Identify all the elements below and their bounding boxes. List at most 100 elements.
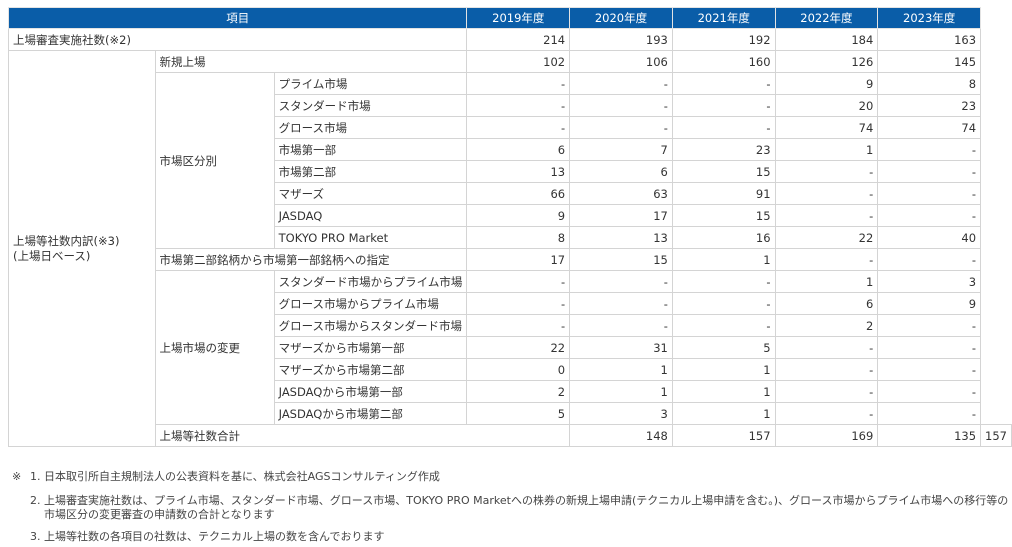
cell-value: 1	[569, 380, 673, 403]
cell-value: 31	[569, 336, 673, 359]
header-year: 2022年度	[774, 7, 879, 29]
cell-value: 160	[671, 50, 776, 73]
cell-value: 192	[671, 28, 776, 51]
cell-value: -	[877, 182, 982, 205]
cell-value: 66	[466, 182, 571, 205]
row-label: マザーズから市場第二部	[273, 358, 468, 381]
table-row: マザーズ 66 63 91 - -	[9, 182, 1012, 205]
cell-value: 16	[671, 226, 776, 249]
cell-value: -	[569, 270, 673, 293]
cell-value: -	[466, 116, 571, 139]
cell-value: 74	[877, 116, 982, 139]
market-change-label: 上場市場の変更	[154, 270, 275, 425]
cell-value: 7	[569, 138, 673, 161]
row-label: スタンダード市場	[273, 94, 468, 117]
cell-value: 9	[877, 292, 982, 315]
cell-value: 9	[466, 204, 571, 227]
cell-value: 9	[774, 72, 879, 95]
row-label: グロース市場	[273, 116, 468, 139]
header-year: 2021年度	[671, 7, 776, 29]
cell-value: 1	[569, 358, 673, 381]
cell-value: -	[671, 116, 776, 139]
cell-value: -	[569, 292, 673, 315]
cell-value: 3	[569, 402, 673, 425]
cell-value: 40	[877, 226, 982, 249]
cell-value: 214	[466, 28, 571, 51]
row-label: 市場第二部	[273, 160, 468, 183]
cell-value: 6	[569, 160, 673, 183]
cell-value: -	[774, 182, 879, 205]
cell-value: -	[466, 292, 571, 315]
note-number: 1.	[30, 470, 41, 483]
cell-value: -	[877, 380, 982, 403]
row-label: JASDAQから市場第一部	[273, 380, 468, 403]
note-text: 上場審査実施社数は、プライム市場、スタンダード市場、グロース市場、TOKYO P…	[44, 494, 1009, 507]
table-row: 市場区分別 プライム市場 - - - 9 8	[9, 72, 1012, 249]
cell-value: 148	[569, 424, 673, 447]
cell-value: 106	[569, 50, 673, 73]
cell-value: 163	[877, 28, 982, 51]
cell-value: 1	[774, 270, 879, 293]
cell-value: -	[671, 292, 776, 315]
header-year: 2019年度	[466, 7, 571, 29]
cell-value: -	[569, 72, 673, 95]
cell-value: 15	[671, 160, 776, 183]
cell-value: -	[774, 358, 879, 381]
row-label: グロース市場からスタンダード市場	[273, 314, 468, 337]
row-label: プライム市場	[273, 72, 468, 95]
cell-value: -	[774, 248, 879, 271]
cell-value: 15	[569, 248, 673, 271]
row-label: マザーズから市場第一部	[273, 336, 468, 359]
row-label: マザーズ	[273, 182, 468, 205]
header-year: 2020年度	[569, 7, 673, 29]
cell-value: 184	[774, 28, 879, 51]
cell-value: 1	[774, 138, 879, 161]
table-row: グロース市場からプライム市場 - - - 6 9	[9, 292, 1012, 315]
cell-value: 102	[466, 50, 571, 73]
cell-value: 22	[466, 336, 571, 359]
cell-value: 13	[569, 226, 673, 249]
cell-value: 17	[569, 204, 673, 227]
cell-value: -	[671, 270, 776, 293]
cell-value: -	[569, 314, 673, 337]
table-row: 市場第二部銘柄から市場第一部銘柄への指定 17 15 1 - -	[9, 248, 1012, 271]
cell-value: -	[774, 336, 879, 359]
row-label: JASDAQ	[273, 204, 468, 227]
cell-value: -	[774, 160, 879, 183]
cell-value: 6	[774, 292, 879, 315]
cell-value: -	[774, 402, 879, 425]
table-row: TOKYO PRO Market 8 13 16 22 40	[9, 226, 1012, 249]
note-mark: ※	[12, 470, 22, 483]
note-text: 上場等社数の各項目の社数は、テクニカル上場の数を含んでおります	[44, 530, 385, 543]
cell-value: 1	[671, 358, 776, 381]
cell-value: -	[774, 204, 879, 227]
cell-value: 135	[877, 424, 982, 447]
cell-value: 157	[980, 424, 1012, 447]
cell-value: -	[569, 94, 673, 117]
note-text: 日本取引所自主規制法人の公表資料を基に、株式会社AGSコンサルティング作成	[44, 470, 440, 483]
row-label: 市場第二部銘柄から市場第一部銘柄への指定	[154, 248, 468, 271]
table-row: JASDAQから市場第一部 2 1 1 - -	[9, 380, 1012, 403]
row-label: TOKYO PRO Market	[273, 226, 468, 249]
header-year: 2023年度	[877, 7, 982, 29]
cell-value: 8	[877, 72, 982, 95]
table-row: 上場審査実施社数(※2) 214 193 192 184 163	[7, 28, 1012, 51]
table-row: 上場市場の変更 スタンダード市場からプライム市場 - - - 1 3	[9, 270, 1012, 425]
cell-value: -	[774, 380, 879, 403]
row-label: グロース市場からプライム市場	[273, 292, 468, 315]
cell-value: 6	[466, 138, 571, 161]
table-row: グロース市場 - - - 74 74	[9, 116, 1012, 139]
cell-value: 1	[671, 248, 776, 271]
cell-value: 15	[671, 204, 776, 227]
table-row: 上場等社数内訳(※3) (上場日ベース) 新規上場 102 106 160 12…	[8, 50, 1012, 447]
row-label: JASDAQから市場第二部	[273, 402, 468, 425]
cell-value: 22	[774, 226, 879, 249]
cell-value: 91	[671, 182, 776, 205]
cell-value: 63	[569, 182, 673, 205]
listing-statistics-table: 項目 2019年度 2020年度 2021年度 2022年度 2023年度 上場…	[7, 7, 1012, 447]
row-label: 上場等社数合計	[154, 424, 571, 447]
cell-value: 2	[774, 314, 879, 337]
cell-value: 3	[877, 270, 982, 293]
table-row: マザーズから市場第一部 22 31 5 - -	[9, 336, 1012, 359]
cell-value: 23	[671, 138, 776, 161]
